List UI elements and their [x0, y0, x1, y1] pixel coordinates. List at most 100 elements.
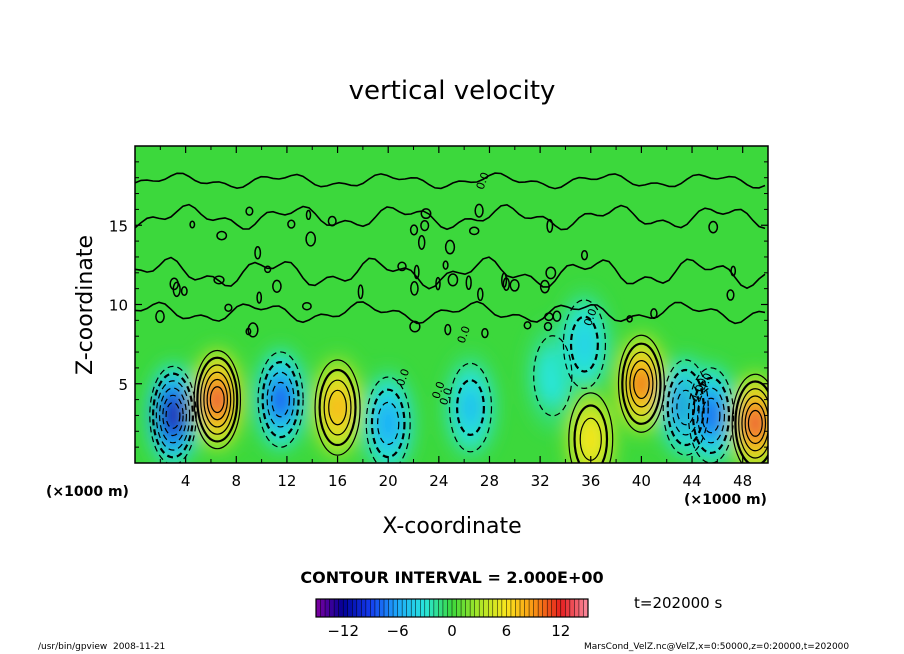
- contour-line: [180, 286, 188, 297]
- colorbar-swatch: [397, 599, 403, 617]
- colorbar-swatch: [338, 599, 344, 617]
- velocity-cell: [210, 388, 225, 411]
- contour-line: [465, 275, 472, 291]
- contour-line: [580, 250, 589, 261]
- contour-line: [318, 368, 357, 447]
- colorbar-swatch: [406, 599, 412, 617]
- contour-line: [539, 279, 550, 294]
- contour-line: [533, 335, 573, 417]
- contour-line: [738, 388, 768, 459]
- contour-line: [523, 321, 532, 330]
- contour-line: [245, 206, 254, 216]
- colorbar-swatch: [515, 599, 521, 617]
- contour-line: [562, 299, 607, 389]
- colorbar-swatch: [542, 599, 548, 617]
- contour-line: [621, 342, 662, 425]
- contour-line: [266, 371, 295, 428]
- colorbar-swatch: [583, 599, 589, 617]
- colorbar-swatch: [533, 599, 539, 617]
- colorbar-swatch: [456, 599, 462, 617]
- contour-line: [301, 301, 312, 311]
- contour-line: [650, 308, 658, 320]
- contour-line: [254, 246, 262, 260]
- contour-line: [629, 360, 654, 408]
- contour-line: [200, 364, 235, 435]
- contour-line: [744, 402, 767, 445]
- contour-line: [135, 256, 766, 290]
- colorbar-swatch: [352, 599, 358, 617]
- contour-line: [272, 279, 282, 293]
- x-unit-left: (×1000 m): [46, 484, 129, 500]
- colorbar-swatch: [325, 599, 330, 617]
- contour-label: 0.0: [437, 386, 455, 407]
- colorbar-swatch: [433, 599, 439, 617]
- contour-line: [323, 379, 352, 436]
- contour-line: [662, 359, 709, 456]
- colorbar-swatch: [447, 599, 453, 617]
- velocity-cell: [702, 401, 720, 430]
- contour-line: [135, 172, 766, 190]
- colorbar-swatch: [415, 599, 421, 617]
- x-tick-label: 32: [531, 472, 550, 490]
- contour-line: [209, 386, 225, 414]
- x-axis-label: X-coordinate: [382, 514, 522, 539]
- velocity-cell: [329, 393, 347, 422]
- colorbar-swatch: [424, 599, 430, 617]
- footer-right: MarsCond_VelZ.nc@VelZ,x=0:50000,z=0:2000…: [584, 642, 850, 652]
- colorbar-swatch: [510, 599, 516, 617]
- x-tick-label: 8: [232, 472, 242, 490]
- colorbar-swatch: [374, 599, 380, 617]
- contour-label: 0.0: [394, 367, 412, 388]
- colorbar-frame: [315, 598, 589, 618]
- contour-line: [420, 219, 430, 232]
- velocity-cell: [165, 404, 181, 427]
- colorbar-swatch: [461, 599, 466, 617]
- colorbar-swatch: [429, 599, 435, 617]
- x-unit-right: (×1000 m): [684, 492, 767, 508]
- contour-line: [569, 315, 599, 373]
- x-tick-label: 36: [581, 472, 600, 490]
- colorbar-swatch: [551, 599, 557, 617]
- velocity-cell: [272, 385, 290, 414]
- velocity-cell: [633, 371, 650, 397]
- contour-line: [327, 215, 337, 227]
- colorbar-tick-label: −6: [387, 622, 409, 640]
- footer-left: /usr/bin/gpview 2008-11-21: [38, 642, 166, 652]
- colorbar-swatch: [343, 599, 349, 617]
- contour-line: [447, 273, 459, 287]
- colorbar-swatch: [492, 599, 498, 617]
- contour-line: [747, 409, 763, 437]
- contour-line: [676, 389, 696, 426]
- contour-line: [158, 387, 187, 444]
- x-tick-label: 24: [429, 472, 448, 490]
- contour-line: [193, 349, 242, 450]
- contour-line: [468, 226, 480, 236]
- colorbar-swatch: [320, 599, 326, 617]
- velocity-cell: [581, 422, 601, 456]
- contour-line: [256, 291, 263, 304]
- x-tick-label: 44: [682, 472, 701, 490]
- colorbar-swatch: [488, 599, 494, 617]
- y-axis-label: Z-coordinate: [73, 235, 98, 375]
- contour-line: [568, 392, 614, 463]
- colorbar-swatch: [565, 599, 571, 617]
- velocity-cell: [378, 406, 398, 441]
- contour-line: [135, 203, 766, 231]
- colorbar-swatch: [497, 599, 503, 617]
- colorbar-swatch: [569, 599, 575, 617]
- colorbar-swatch: [556, 599, 562, 617]
- time-label: t=202000 s: [634, 594, 723, 612]
- contour-line: [224, 303, 233, 312]
- contour-line: [261, 360, 300, 439]
- contour-line: [420, 208, 432, 220]
- x-tick-label: 4: [181, 472, 191, 490]
- colorbar-swatch: [574, 599, 580, 617]
- contour-line: [162, 394, 184, 437]
- contour-line: [172, 281, 181, 298]
- contour-line: [135, 300, 766, 325]
- contour-line: [165, 401, 181, 429]
- contour-label: 0.0: [429, 380, 447, 401]
- contour-line: [271, 381, 291, 418]
- contour-line: [257, 351, 304, 448]
